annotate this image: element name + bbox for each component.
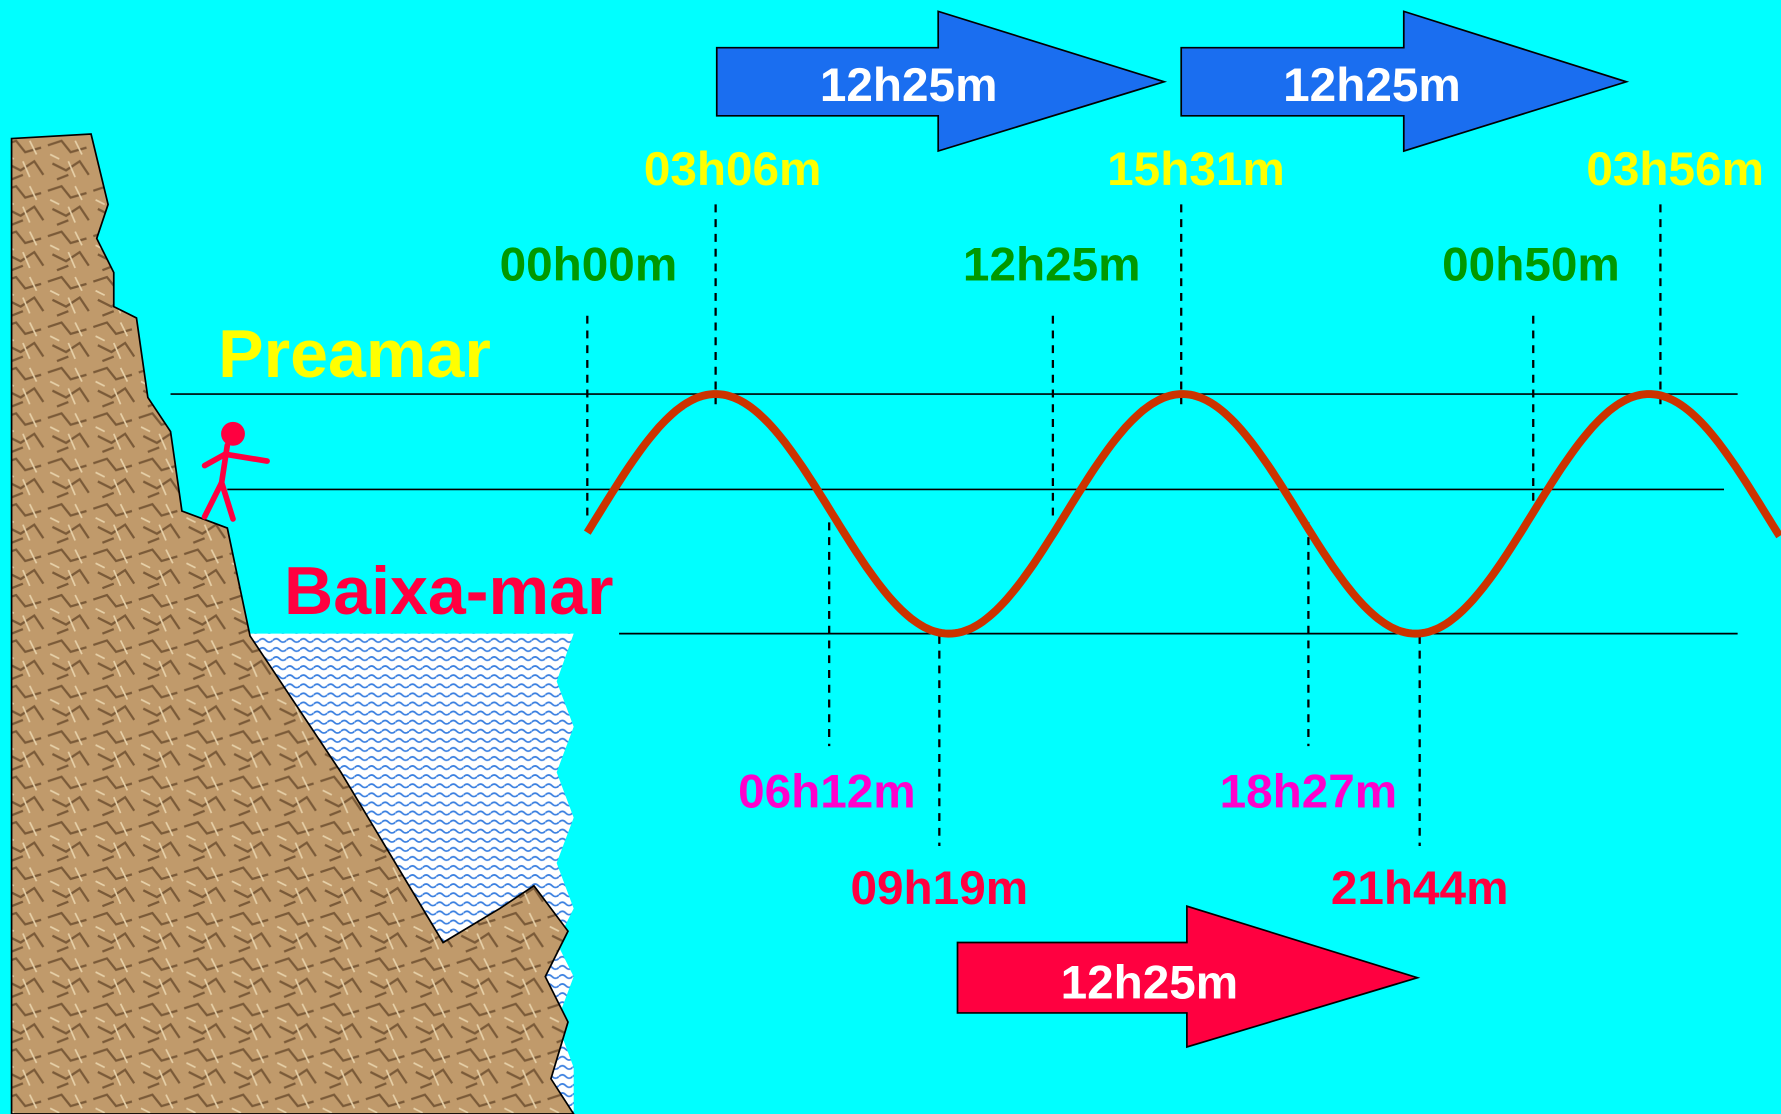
low-time: 09h19m [851,862,1029,915]
high-label: Preamar [218,316,491,392]
falling-time: 06h12m [738,765,916,818]
tide-curve [583,390,1781,638]
rising-time: 00h00m [500,239,678,292]
high-time: 03h56m [1586,143,1764,196]
dashed-lines [586,204,1662,847]
low-label: Baixa-mar [284,553,613,629]
low-time: 21h44m [1331,862,1509,915]
high-time: 15h31m [1107,143,1285,196]
rising-time: 00h50m [1442,239,1620,292]
person [201,421,270,522]
high-time: 03h06m [644,143,822,196]
arrow-label: 12h25m [820,59,998,112]
arrow-label: 12h25m [1283,59,1461,112]
cliff [10,133,575,1114]
rising-time: 12h25m [963,239,1141,292]
arrows [715,10,1630,1049]
falling-time: 18h27m [1220,765,1398,818]
reference-lines [170,393,1738,635]
arrow-label: 12h25m [1061,956,1239,1009]
